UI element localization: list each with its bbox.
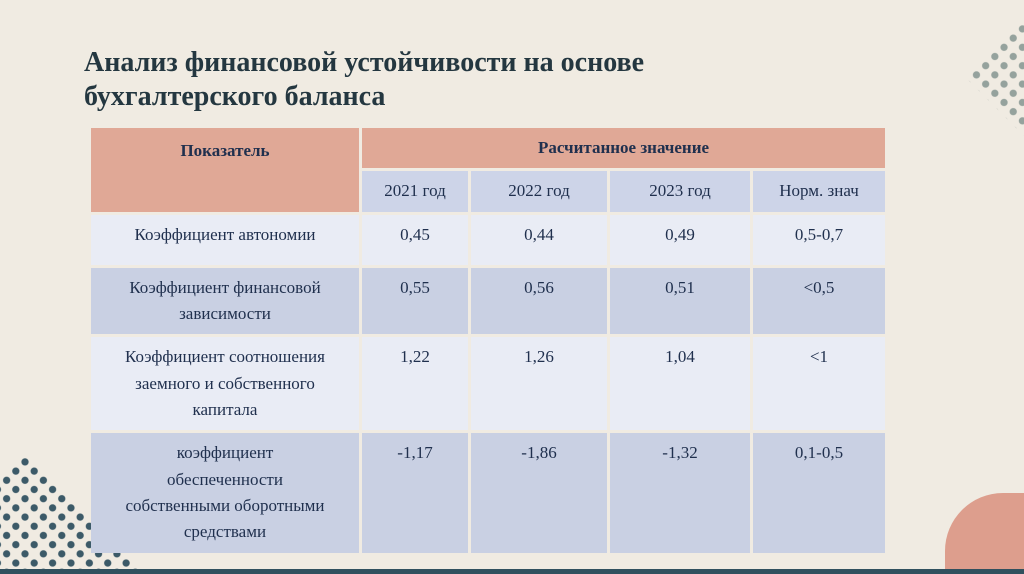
cell-value: <1 (753, 337, 886, 431)
row-label: Коэффициент соотношения заемного и собст… (91, 337, 359, 431)
table-header-row: Показатель Расчитанное значение (91, 128, 886, 212)
table-row: коэффициент обеспеченности собственными … (91, 433, 886, 553)
cell-value: 0,45 (362, 214, 468, 265)
cell-value: 0,49 (610, 214, 750, 265)
header-indicator: Показатель (91, 128, 359, 212)
cell-value: -1,86 (471, 433, 607, 553)
dot-pattern-top-right-icon (965, 0, 1024, 162)
header-calculated-value: Расчитанное значение (362, 128, 886, 169)
cell-value: 0,51 (610, 267, 750, 335)
cell-value: 0,44 (471, 214, 607, 265)
cell-value: -1,32 (610, 433, 750, 553)
row-label: коэффициент обеспеченности собственными … (91, 433, 359, 553)
table-row: Коэффициент соотношения заемного и собст… (91, 337, 886, 431)
financial-stability-table: Показатель Расчитанное значение 2021 год… (88, 125, 888, 556)
cell-value: <0,5 (753, 267, 886, 335)
table-row: Коэффициент автономии 0,45 0,44 0,49 0,5… (91, 214, 886, 265)
column-header-2021: 2021 год (362, 171, 468, 212)
cell-value: 1,04 (610, 337, 750, 431)
column-header-norm: Норм. знач (753, 171, 886, 212)
cell-value: -1,17 (362, 433, 468, 553)
bottom-accent-bar (0, 569, 1024, 574)
cell-value: 0,56 (471, 267, 607, 335)
column-header-2023: 2023 год (610, 171, 750, 212)
slide-title: Анализ финансовой устойчивости на основе… (84, 47, 645, 113)
cell-value: 0,55 (362, 267, 468, 335)
table-subheader-row: 2021 год 2022 год 2023 год Норм. знач (91, 171, 886, 212)
cell-value: 0,5-0,7 (753, 214, 886, 265)
cell-value: 0,1-0,5 (753, 433, 886, 553)
row-label: Коэффициент автономии (91, 214, 359, 265)
cell-value: 1,26 (471, 337, 607, 431)
row-label: Коэффициент финансовой зависимости (91, 267, 359, 335)
table-row: Коэффициент финансовой зависимости 0,55 … (91, 267, 886, 335)
column-header-2022: 2022 год (471, 171, 607, 212)
cell-value: 1,22 (362, 337, 468, 431)
corner-accent-shape (945, 493, 1024, 570)
